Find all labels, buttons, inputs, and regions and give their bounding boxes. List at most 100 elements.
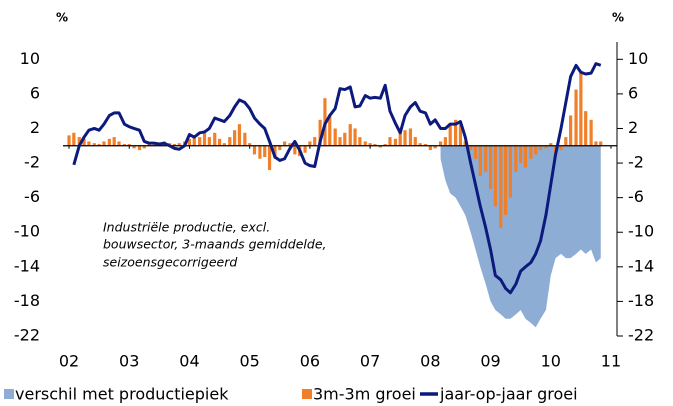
bar [252, 145, 257, 155]
bar [207, 137, 211, 146]
bar [222, 143, 226, 146]
y2-tick-label: -14 [628, 256, 654, 275]
bar [313, 137, 317, 146]
bar [303, 145, 307, 153]
bar [423, 144, 428, 146]
x-tick-label: 04 [179, 352, 199, 371]
bar [549, 143, 553, 146]
bar [237, 124, 242, 146]
bar [288, 143, 292, 146]
bar [318, 119, 322, 146]
bar [594, 141, 598, 146]
bar [534, 145, 538, 155]
bar [213, 132, 217, 146]
annotation: Industriële productie, excl. [103, 220, 270, 235]
y-tick-label: -14 [14, 256, 40, 275]
bar [408, 128, 413, 146]
bar [469, 145, 473, 151]
bar [192, 135, 196, 146]
x-tick-label: 11 [601, 352, 621, 371]
x-tick-label: 10 [541, 352, 561, 371]
y2-tick-label: -6 [628, 187, 644, 206]
y2-tick-label: -2 [628, 153, 644, 172]
bar [584, 111, 588, 146]
bar [273, 145, 277, 159]
bar [77, 137, 81, 146]
bar [343, 132, 347, 146]
bar [574, 89, 578, 146]
bar [187, 138, 192, 146]
bar [418, 143, 422, 146]
legend-label: 3m-3m groei [313, 385, 416, 404]
bar [503, 145, 508, 215]
bar [398, 132, 402, 146]
bar [488, 145, 493, 189]
bar [523, 145, 528, 168]
x-tick-label: 02 [59, 352, 79, 371]
bar [348, 124, 352, 146]
bar [127, 144, 131, 146]
y-tick-label: -22 [14, 326, 40, 345]
bar [258, 145, 262, 159]
y-tick-label: 6 [30, 83, 40, 102]
annotation: seizoensgecorrigeerd [103, 255, 237, 270]
bar [147, 144, 151, 146]
bar [519, 145, 523, 164]
bar [493, 145, 497, 207]
bar [248, 143, 252, 146]
bar [328, 115, 332, 146]
bar [97, 144, 101, 146]
y-tick-label: -2 [24, 153, 40, 172]
bar [599, 141, 603, 146]
bar [448, 124, 452, 146]
bar [293, 145, 297, 155]
y-tick-label: -18 [14, 291, 40, 310]
x-tick-label: 06 [300, 352, 320, 371]
bar [308, 141, 312, 146]
bar [443, 137, 447, 146]
bar [228, 137, 232, 146]
bar [117, 141, 121, 146]
bar [132, 145, 136, 149]
bar [383, 144, 387, 146]
bar [579, 72, 583, 146]
x-tick-label: 05 [239, 352, 259, 371]
x-tick-label: 09 [480, 352, 500, 371]
y2-tick-label: 6 [628, 83, 638, 102]
bar [454, 119, 458, 146]
y-tick-label: 10 [20, 49, 40, 68]
bar [514, 145, 518, 172]
bar [172, 144, 177, 146]
legend-label: jaar-op-jaar groei [439, 385, 578, 404]
bar [112, 137, 116, 146]
bar [413, 137, 417, 146]
bar [333, 128, 337, 146]
legend-marker [4, 389, 14, 399]
bar [529, 145, 533, 159]
legend-marker [302, 389, 312, 399]
area [440, 145, 601, 328]
bar [92, 143, 96, 146]
bar [177, 143, 181, 146]
bar [544, 145, 548, 149]
y-tick-label: -6 [24, 187, 40, 206]
bar [233, 130, 237, 146]
x-tick-label: 03 [119, 352, 139, 371]
bar [67, 135, 71, 146]
bar [87, 141, 91, 146]
bar [137, 145, 142, 151]
bar [368, 143, 372, 146]
y2-tick-label: -22 [628, 326, 654, 345]
bar [353, 128, 357, 146]
bar [569, 115, 573, 146]
bar [378, 145, 382, 148]
bar [217, 138, 222, 146]
bar [358, 137, 362, 146]
annotation: bouwsector, 3-maands gemiddelde, [103, 237, 327, 252]
y2-unit: % [612, 11, 624, 25]
bar [433, 145, 437, 149]
bar [559, 145, 563, 151]
bar [278, 145, 282, 151]
bar [428, 145, 432, 151]
